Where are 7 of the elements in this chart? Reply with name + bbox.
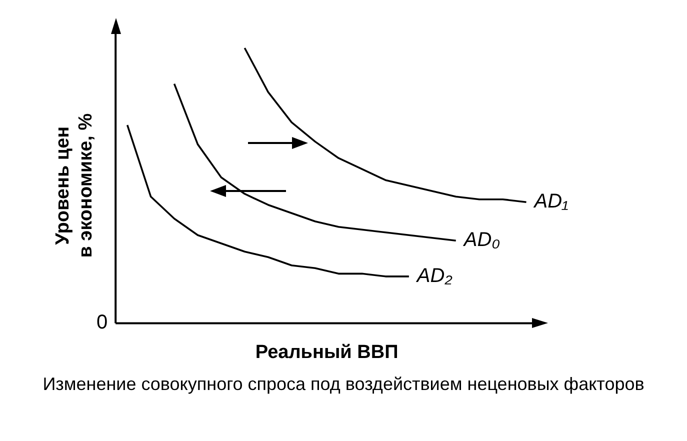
y-axis-title: Уровень цен в экономике, % — [52, 113, 96, 258]
text: 0 — [96, 312, 108, 334]
series-label: AD₀ — [462, 229, 500, 252]
text: Изменение совокупного спроса под воздействием неценовых факторов — [42, 374, 646, 395]
x-axis-title: Реальный ВВП — [255, 342, 398, 363]
series-label: AD₁ — [533, 190, 568, 213]
series-label: AD₂ — [416, 264, 453, 287]
